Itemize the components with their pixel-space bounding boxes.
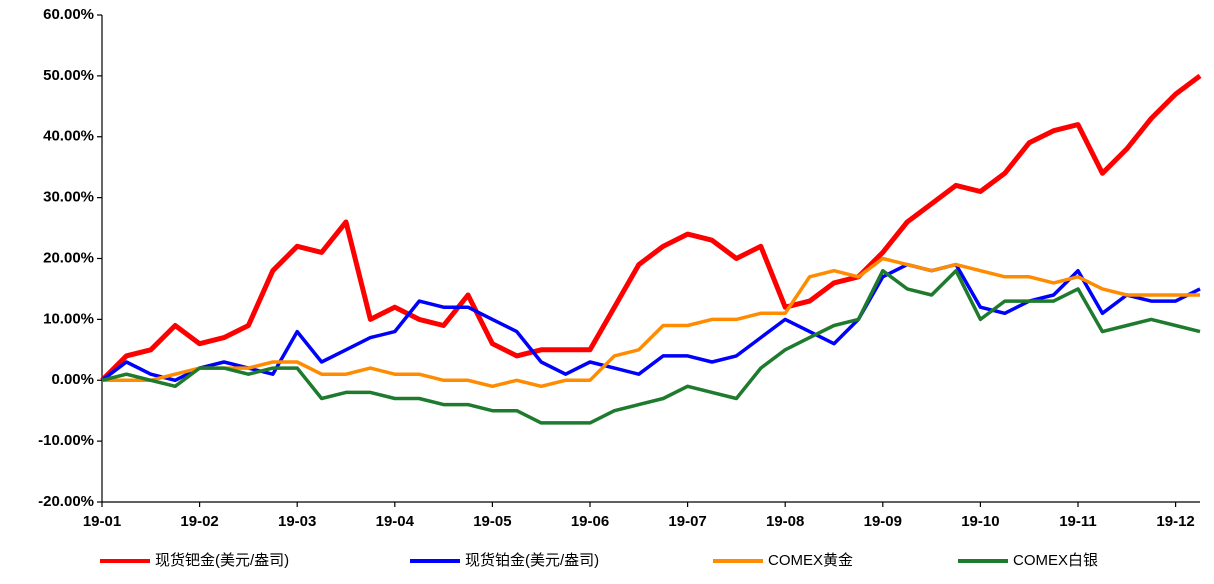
series-line <box>100 73 1202 383</box>
x-tick-label: 19-06 <box>571 513 609 530</box>
y-tick-label: -20.00% <box>38 493 94 510</box>
series-line <box>101 268 1201 425</box>
y-tick-label: 20.00% <box>43 249 94 266</box>
y-tick-label: 30.00% <box>43 189 94 206</box>
x-tick-label: 19-01 <box>83 513 121 530</box>
x-tick-label: 19-11 <box>1059 513 1097 530</box>
y-tick-label: 60.00% <box>43 6 94 23</box>
x-tick-label: 19-07 <box>668 513 706 530</box>
series-line <box>100 262 1201 383</box>
legend-label: COMEX白银 <box>1013 552 1098 569</box>
series-line <box>102 256 1200 389</box>
y-tick-label: 0.00% <box>51 371 94 388</box>
x-tick-label: 19-08 <box>766 513 804 530</box>
x-tick-label: 19-05 <box>473 513 511 530</box>
x-tick-label: 19-04 <box>376 513 415 530</box>
x-tick-label: 19-09 <box>864 513 902 530</box>
x-tick-label: 19-03 <box>278 513 316 530</box>
y-tick-label: -10.00% <box>38 432 94 449</box>
y-tick-label: 10.00% <box>43 310 94 327</box>
y-tick-label: 40.00% <box>43 128 94 145</box>
y-tick-label: 50.00% <box>43 67 94 84</box>
x-tick-label: 19-02 <box>180 513 218 530</box>
x-tick-label: 19-10 <box>961 513 999 530</box>
legend-label: COMEX黄金 <box>768 552 853 569</box>
legend-label: 现货钯金(美元/盎司) <box>155 552 289 569</box>
legend-label: 现货铂金(美元/盎司) <box>465 552 599 569</box>
x-tick-label: 19-12 <box>1156 513 1194 530</box>
